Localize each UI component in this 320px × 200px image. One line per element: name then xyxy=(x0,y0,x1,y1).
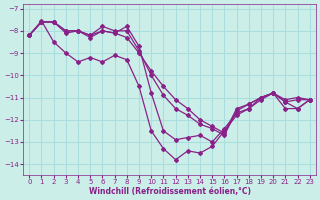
X-axis label: Windchill (Refroidissement éolien,°C): Windchill (Refroidissement éolien,°C) xyxy=(89,187,251,196)
